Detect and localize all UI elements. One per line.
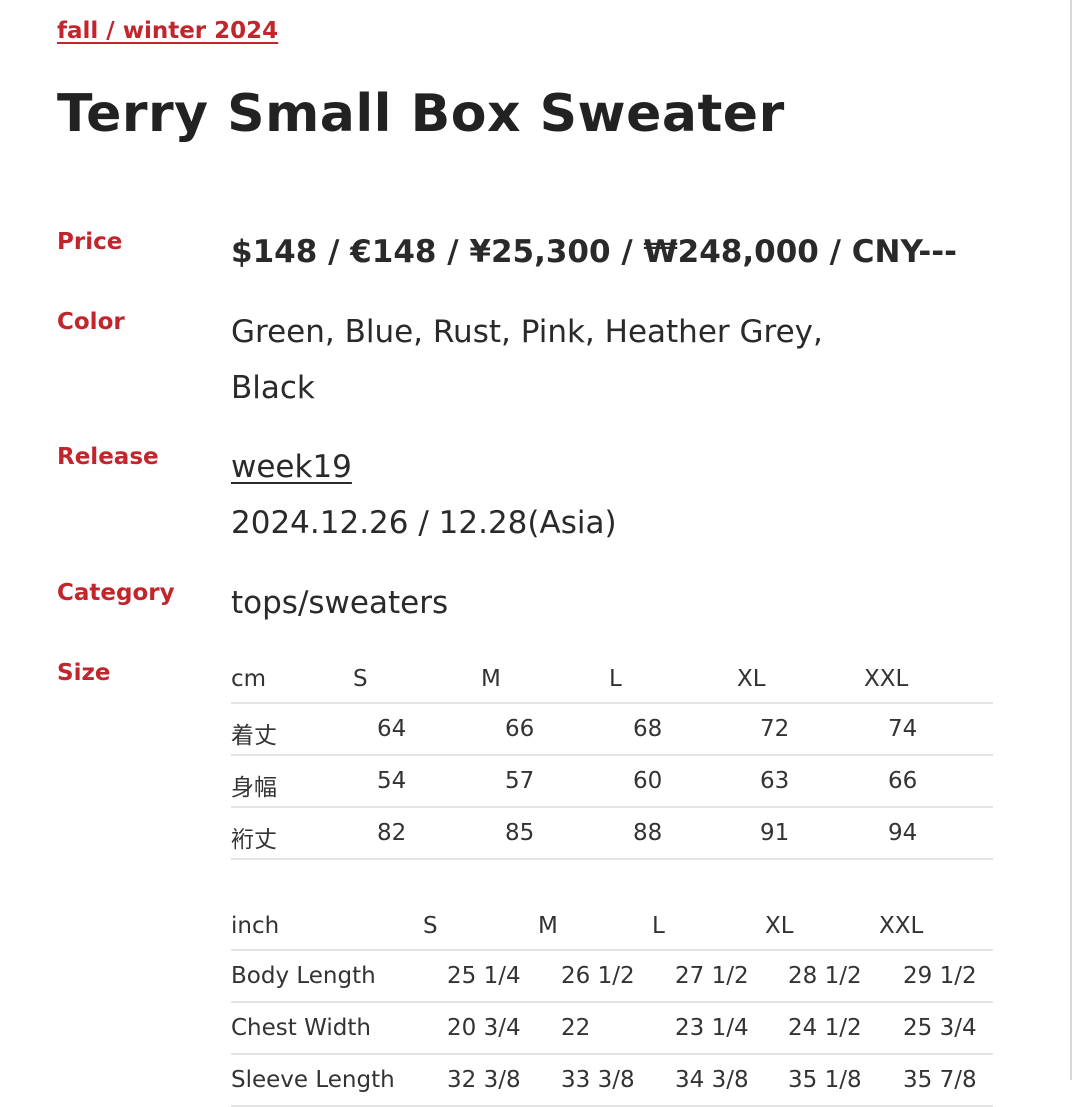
unit-header: inch: [231, 913, 280, 939]
table-row: 着丈 64 66 68 72 74: [231, 704, 993, 756]
color-line-2: Black: [231, 370, 315, 406]
cell: 63: [760, 768, 790, 794]
table-row: 身幅 54 57 60 63 66: [231, 756, 993, 808]
product-title: Terry Small Box Sweater: [57, 84, 785, 144]
cell: 60: [633, 768, 663, 794]
cell: 32 3/8: [447, 1067, 521, 1093]
cell: 57: [505, 768, 535, 794]
row-label: 着丈: [231, 723, 277, 749]
col-header: S: [423, 913, 438, 939]
size-table-cm: cm S M L XL XXL 着丈 64 66 68 72 74 身幅 54 …: [231, 654, 993, 860]
cell: 35 1/8: [788, 1067, 862, 1093]
cell: 24 1/2: [788, 1015, 862, 1041]
cell: 34 3/8: [675, 1067, 749, 1093]
cell: 88: [633, 820, 663, 846]
table-header: cm S M L XL XXL: [231, 654, 993, 704]
table-row: Body Length 25 1/4 26 1/2 27 1/2 28 1/2 …: [231, 951, 993, 1003]
release-week-link[interactable]: week19: [231, 449, 352, 485]
cell: 72: [760, 716, 790, 742]
cell: 66: [888, 768, 918, 794]
size-label: Size: [57, 660, 111, 686]
category-value: tops/sweaters: [231, 585, 449, 621]
col-header: XXL: [879, 913, 924, 939]
cell: 74: [888, 716, 918, 742]
page-edge: [1070, 0, 1072, 1080]
cell: 25 1/4: [447, 963, 521, 989]
col-header: S: [353, 666, 368, 692]
season-link[interactable]: fall / winter 2024: [57, 18, 279, 44]
col-header: XL: [737, 666, 766, 692]
col-header: L: [652, 913, 665, 939]
size-table-inch: inch S M L XL XXL Body Length 25 1/4 26 …: [231, 901, 993, 1107]
row-label: 裄丈: [231, 827, 277, 853]
cell: 29 1/2: [903, 963, 977, 989]
price-label: Price: [57, 229, 123, 255]
col-header: L: [609, 666, 622, 692]
row-label: Sleeve Length: [231, 1067, 395, 1093]
table-header: inch S M L XL XXL: [231, 901, 993, 951]
cell: 94: [888, 820, 918, 846]
row-label: 身幅: [231, 775, 277, 801]
cell: 25 3/4: [903, 1015, 977, 1041]
col-header: M: [538, 913, 558, 939]
cell: 20 3/4: [447, 1015, 521, 1041]
color-line-1: Green, Blue, Rust, Pink, Heather Grey,: [231, 314, 823, 350]
color-label: Color: [57, 309, 125, 335]
cell: 68: [633, 716, 663, 742]
cell: 33 3/8: [561, 1067, 635, 1093]
cell: 64: [377, 716, 407, 742]
release-label: Release: [57, 444, 159, 470]
cell: 82: [377, 820, 407, 846]
cell: 23 1/4: [675, 1015, 749, 1041]
row-label: Body Length: [231, 963, 376, 989]
table-row: Chest Width 20 3/4 22 23 1/4 24 1/2 25 3…: [231, 1003, 993, 1055]
cell: 54: [377, 768, 407, 794]
price-value: $148 / €148 / ¥25,300 / ₩248,000 / CNY--…: [231, 234, 957, 270]
col-header: M: [481, 666, 501, 692]
unit-header: cm: [231, 666, 267, 692]
cell: 66: [505, 716, 535, 742]
col-header: XXL: [864, 666, 909, 692]
cell: 26 1/2: [561, 963, 635, 989]
cell: 22: [561, 1015, 591, 1041]
cell: 35 7/8: [903, 1067, 977, 1093]
col-header: XL: [765, 913, 794, 939]
table-row: Sleeve Length 32 3/8 33 3/8 34 3/8 35 1/…: [231, 1055, 993, 1107]
table-row: 裄丈 82 85 88 91 94: [231, 808, 993, 860]
cell: 28 1/2: [788, 963, 862, 989]
release-date: 2024.12.26 / 12.28(Asia): [231, 505, 617, 541]
row-label: Chest Width: [231, 1015, 371, 1041]
cell: 85: [505, 820, 535, 846]
cell: 91: [760, 820, 790, 846]
cell: 27 1/2: [675, 963, 749, 989]
category-label: Category: [57, 580, 175, 606]
